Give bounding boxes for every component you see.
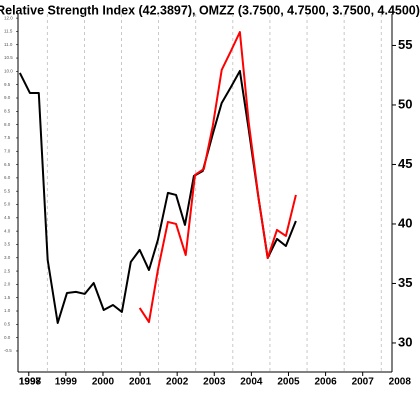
y-tick-label: 30 — [398, 334, 412, 349]
y2-tick-label: 2.0 — [4, 282, 11, 287]
x-tick-label: 2002 — [166, 377, 189, 388]
y2-tick-label: 1.5 — [4, 295, 11, 300]
x-tick-label: 1999 — [55, 377, 78, 388]
y2-tick-label: 3.0 — [4, 255, 11, 260]
x-tick-label: 2008 — [389, 377, 412, 388]
x-tick-label: 2005 — [277, 377, 300, 388]
y2-tick-label: 9.5 — [4, 82, 11, 87]
y-tick-label: 55 — [398, 37, 412, 52]
x-tick-label: 2006 — [314, 377, 337, 388]
y2-tick-label: 7.5 — [4, 135, 11, 140]
y2-tick-label: 4.0 — [4, 228, 11, 233]
y-tick-label: 40 — [398, 215, 412, 230]
y2-tick-label: 1.0 — [4, 308, 11, 313]
y2-tick-label: 7.0 — [4, 148, 11, 153]
x-tick-label: 2000 — [92, 377, 115, 388]
y2-tick-label: 3.5 — [4, 242, 11, 247]
x-tick-label: 1997 — [19, 377, 42, 388]
y2-tick-label: 11.0 — [4, 42, 13, 47]
y2-tick-label: 10.5 — [4, 55, 13, 60]
x-tick-label: 2003 — [203, 377, 226, 388]
y2-tick-label: 10.0 — [4, 69, 13, 74]
y2-tick-label: 11.5 — [4, 29, 13, 34]
y2-tick-label: 8.0 — [4, 122, 11, 127]
y-tick-label: 35 — [398, 275, 412, 290]
y2-tick-label: 9.0 — [4, 95, 11, 100]
y2-tick-label: 8.5 — [4, 108, 11, 113]
chart-title: Relative Strength Index (42.3897), OMZZ … — [0, 3, 420, 17]
y2-tick-label: 12.0 — [4, 15, 13, 20]
x-tick-label: 2007 — [352, 377, 375, 388]
x-tick-label: 2004 — [240, 377, 263, 388]
x-tick-label: 2001 — [129, 377, 152, 388]
y2-tick-label: 0.0 — [4, 335, 11, 340]
y2-tick-label: 5.0 — [4, 202, 11, 207]
y2-tick-label: 4.5 — [4, 215, 11, 220]
y-tick-label: 50 — [398, 96, 412, 111]
y2-tick-label: 2.5 — [4, 268, 11, 273]
y2-tick-label: -0.5 — [4, 348, 12, 353]
y2-tick-label: 6.5 — [4, 162, 11, 167]
y2-tick-label: 5.5 — [4, 188, 11, 193]
y2-tick-label: 6.0 — [4, 175, 11, 180]
series-line — [138, 31, 297, 324]
x-tick-label: 1998 — [19, 377, 42, 388]
y2-tick-label: 0.5 — [4, 322, 11, 327]
y-tick-label: 45 — [398, 156, 412, 171]
